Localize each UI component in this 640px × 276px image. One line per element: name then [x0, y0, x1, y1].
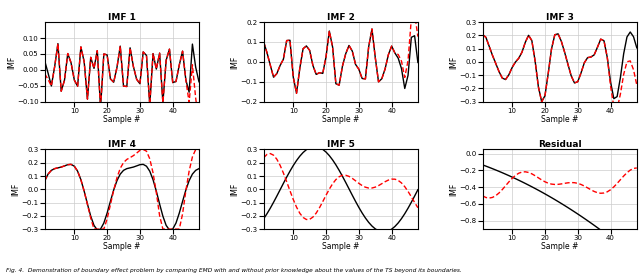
X-axis label: Sample #: Sample #	[322, 242, 360, 251]
Y-axis label: IMF: IMF	[230, 55, 239, 68]
X-axis label: Sample #: Sample #	[103, 242, 141, 251]
X-axis label: Sample #: Sample #	[103, 115, 141, 124]
Y-axis label: IMF: IMF	[12, 183, 20, 196]
Y-axis label: IMF: IMF	[449, 55, 459, 68]
Title: IMF 1: IMF 1	[108, 13, 136, 22]
Y-axis label: IMF: IMF	[230, 183, 239, 196]
Title: IMF 3: IMF 3	[546, 13, 573, 22]
Title: IMF 5: IMF 5	[327, 140, 355, 149]
Title: Residual: Residual	[538, 140, 582, 149]
Title: IMF 4: IMF 4	[108, 140, 136, 149]
Y-axis label: IMF: IMF	[449, 183, 459, 196]
Text: Fig. 4.  Demonstration of boundary effect problem by comparing EMD with and with: Fig. 4. Demonstration of boundary effect…	[6, 268, 462, 273]
X-axis label: Sample #: Sample #	[541, 242, 579, 251]
X-axis label: Sample #: Sample #	[322, 115, 360, 124]
Y-axis label: IMF: IMF	[7, 55, 16, 68]
X-axis label: Sample #: Sample #	[541, 115, 579, 124]
Title: IMF 2: IMF 2	[327, 13, 355, 22]
